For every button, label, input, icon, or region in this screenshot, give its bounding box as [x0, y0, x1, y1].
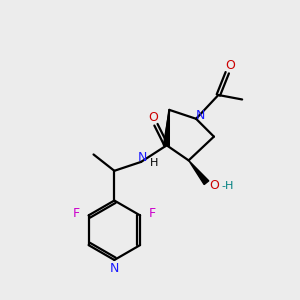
Text: H: H: [149, 158, 158, 168]
Polygon shape: [189, 160, 209, 184]
Text: O: O: [225, 59, 235, 72]
Polygon shape: [164, 110, 169, 146]
Text: N: N: [138, 151, 147, 164]
Text: N: N: [110, 262, 119, 275]
Text: N: N: [196, 109, 205, 122]
Text: O: O: [148, 111, 158, 124]
Text: F: F: [149, 207, 156, 220]
Text: O: O: [209, 179, 219, 192]
Text: F: F: [73, 207, 80, 220]
Text: -H: -H: [221, 181, 233, 191]
